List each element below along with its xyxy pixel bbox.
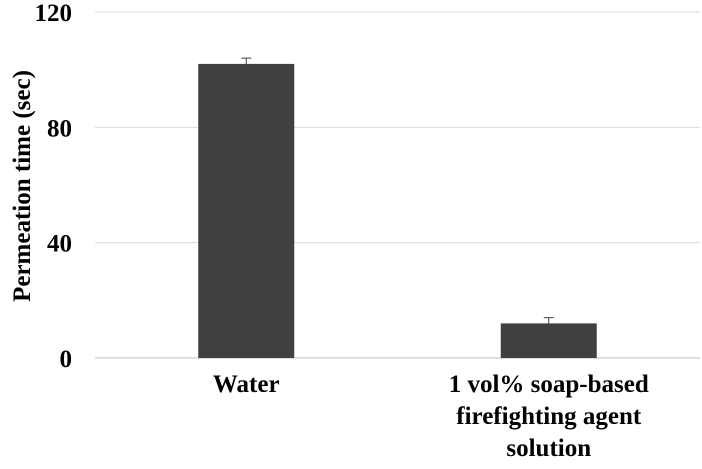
x-category-label: Water <box>213 371 280 398</box>
y-tick-label: 120 <box>35 0 73 27</box>
y-tick-label: 80 <box>47 115 72 142</box>
y-tick-label: 0 <box>60 346 73 373</box>
bar <box>198 63 295 359</box>
y-axis-title: Permeation time (sec) <box>9 70 36 302</box>
y-tick-label: 40 <box>47 231 72 258</box>
y-axis-ticks: 0 40 80 120 <box>35 0 73 373</box>
error-bar <box>543 317 554 330</box>
error-bars <box>241 57 554 330</box>
gridlines <box>95 11 700 359</box>
error-bar <box>241 57 252 71</box>
bars <box>198 63 597 359</box>
x-category-label: 1 vol% soap-based firefighting agent solut… <box>449 371 649 462</box>
x-axis-category-labels: Water 1 vol% soap-based firefighting agent… <box>213 371 649 462</box>
